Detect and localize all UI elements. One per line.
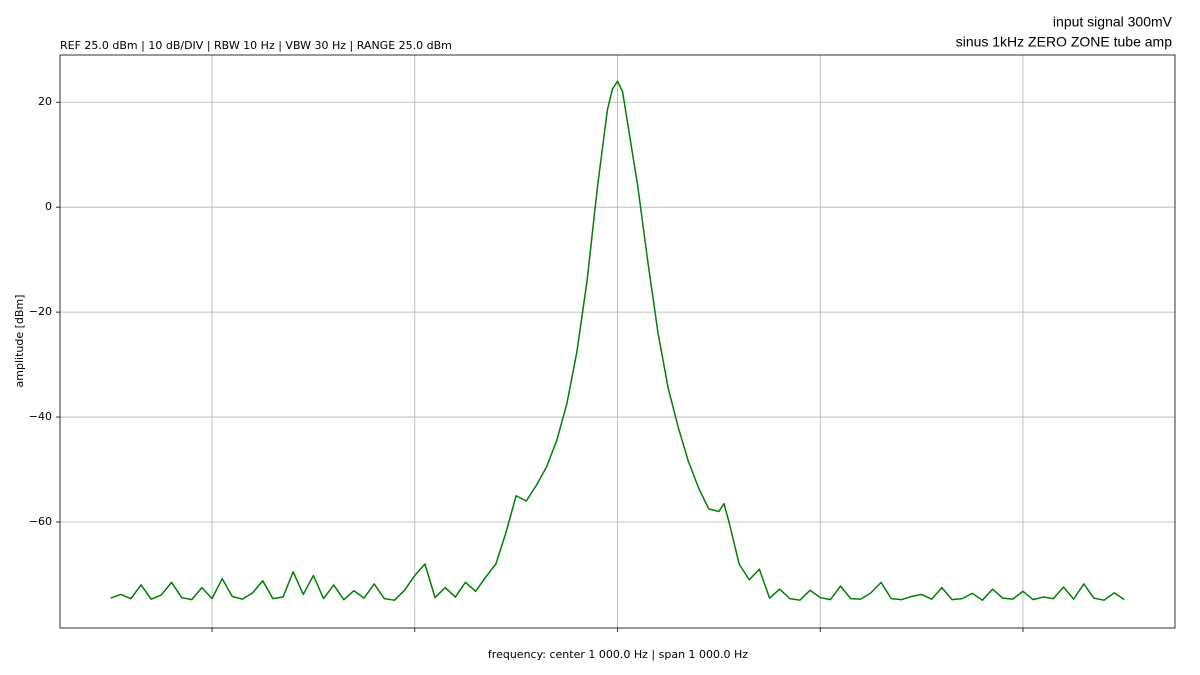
y-tick-label: −40 [29, 410, 52, 423]
y-tick-label: 0 [45, 200, 52, 213]
line-series [110, 80, 1125, 601]
y-axis-label: amplitude [dBm] [13, 295, 26, 388]
subtitle: REF 25.0 dBm | 10 dB/DIV | RBW 10 Hz | V… [60, 39, 452, 52]
title-line: input signal 300mV [1053, 14, 1173, 30]
y-tick-label: −60 [29, 515, 52, 528]
y-tick-label: 20 [38, 95, 52, 108]
x-axis-label: frequency: center 1 000.0 Hz | span 1 00… [488, 648, 748, 661]
plot-frame [59, 54, 1176, 629]
y-tick-label: −20 [29, 305, 52, 318]
title-line: sinus 1kHz ZERO ZONE tube amp [956, 34, 1173, 50]
